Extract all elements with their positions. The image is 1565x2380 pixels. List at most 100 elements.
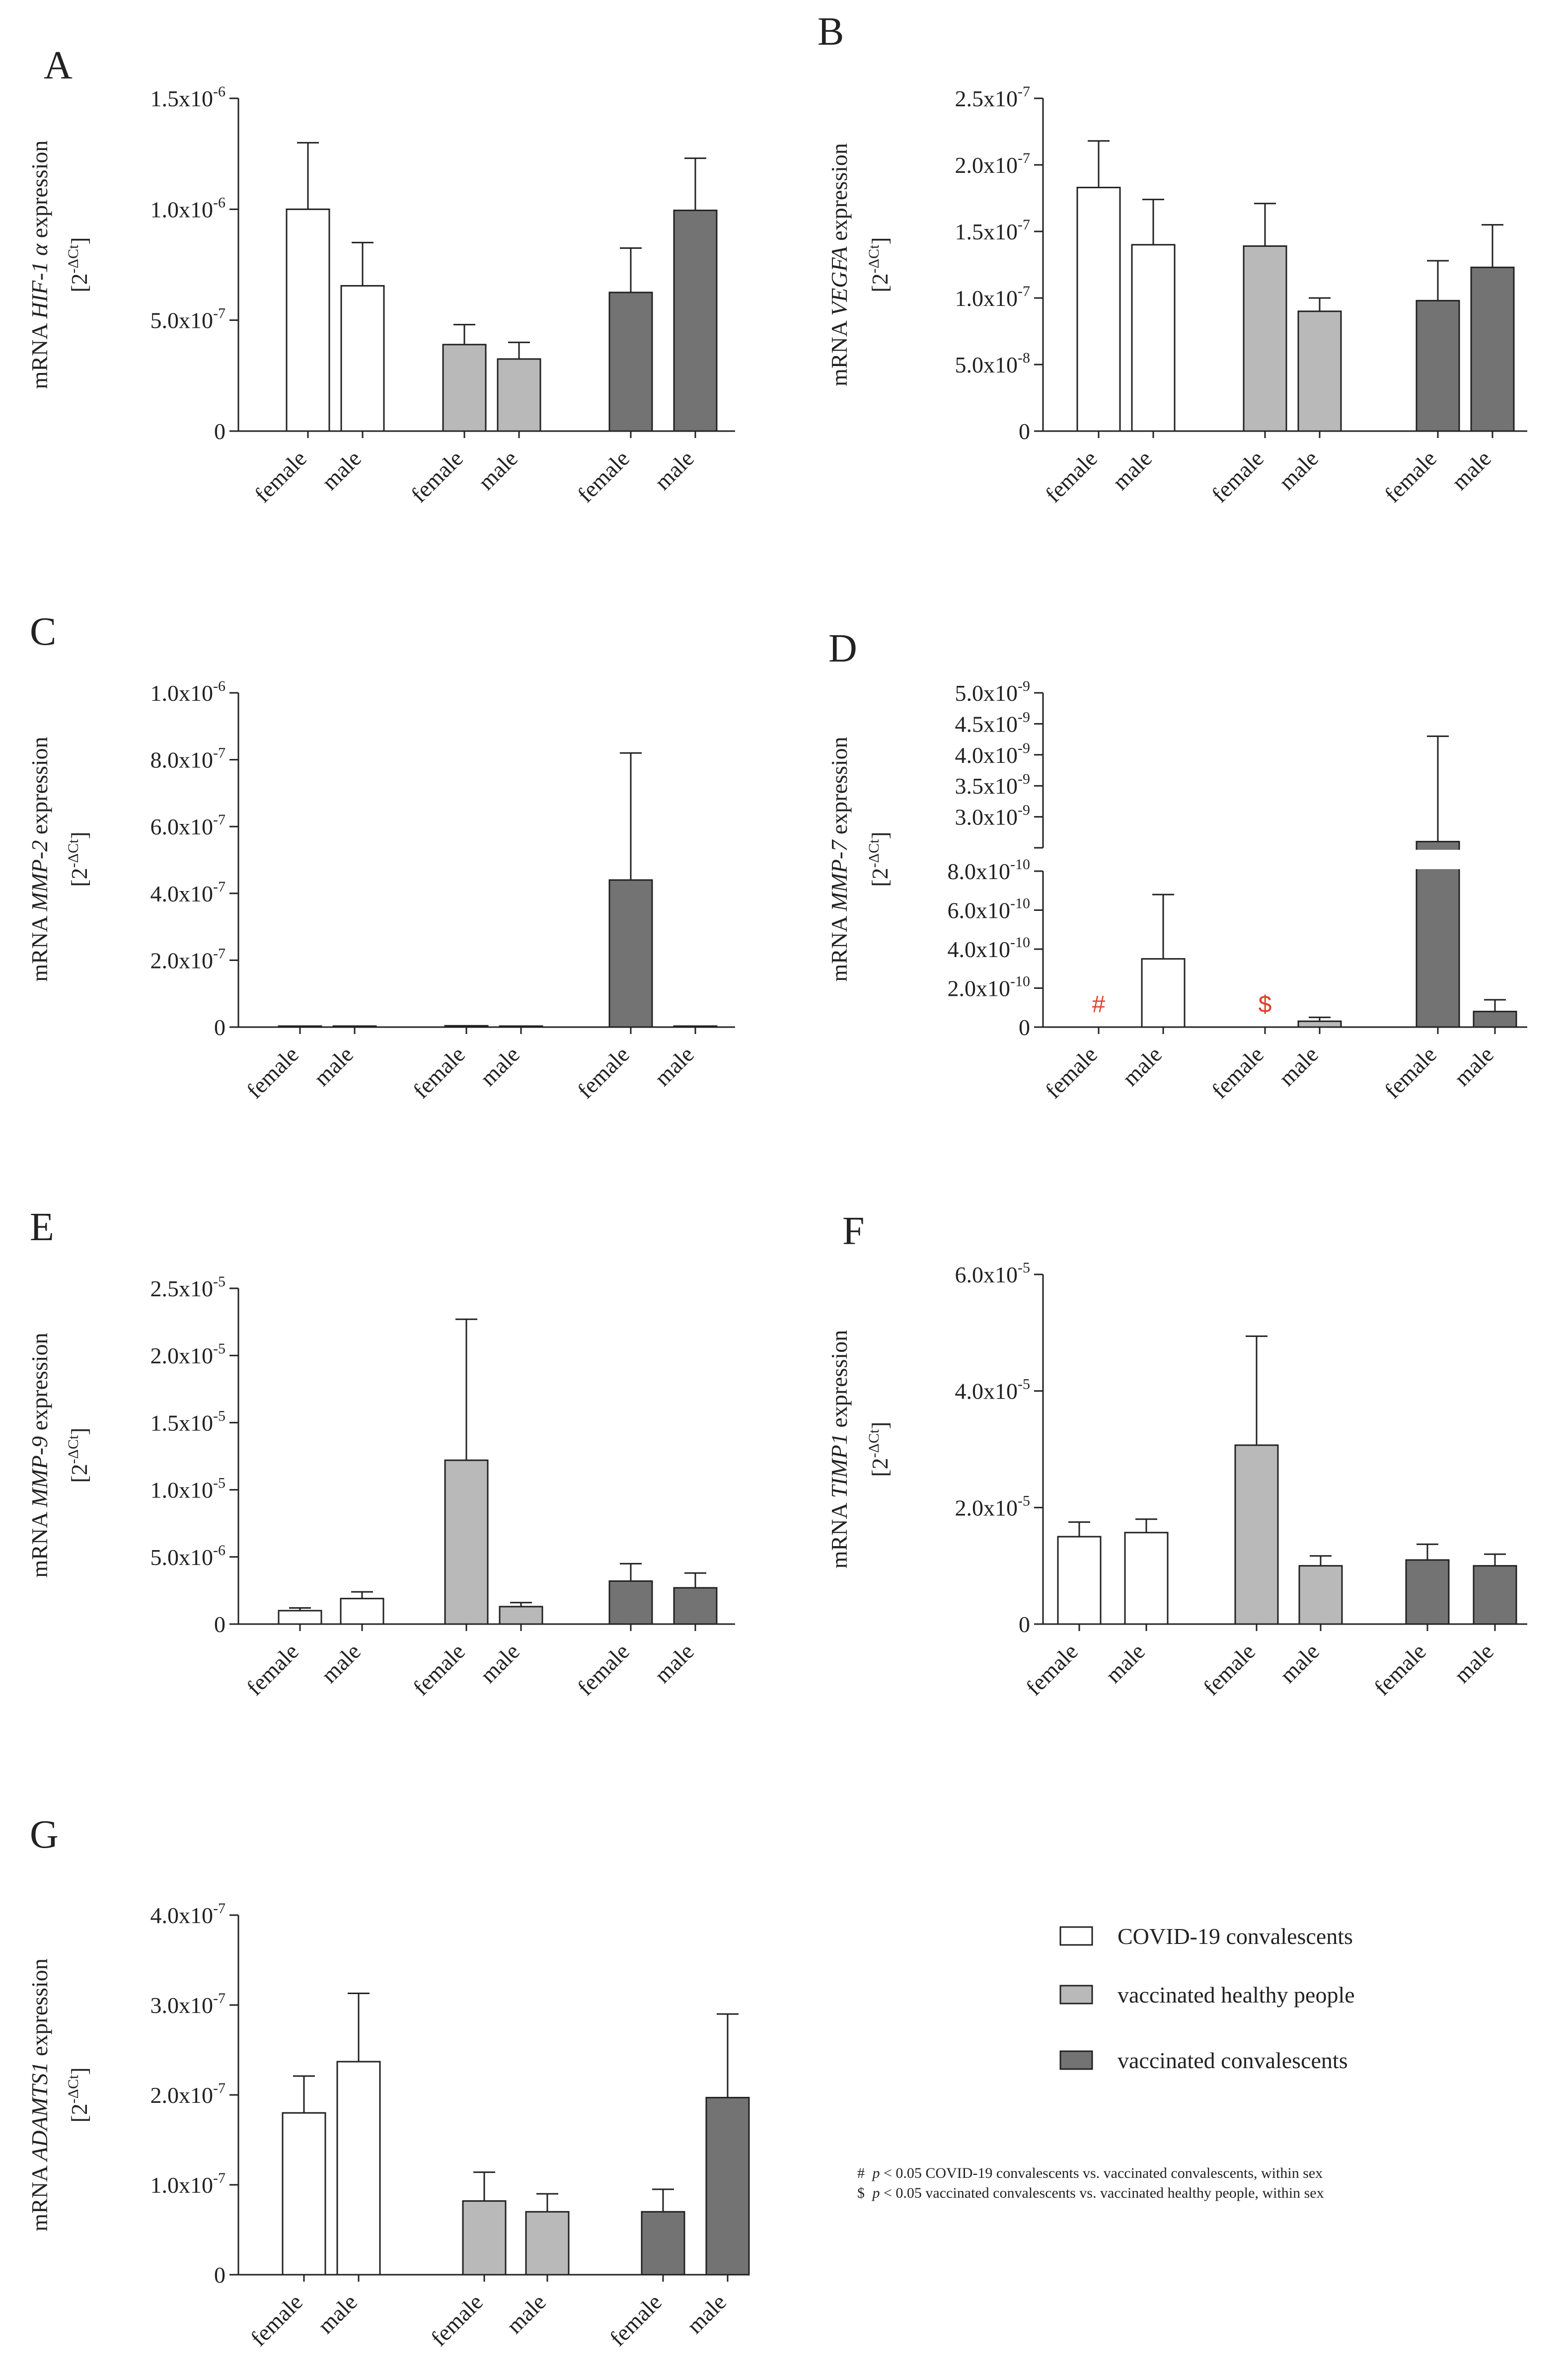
bar bbox=[1298, 1565, 1343, 1625]
y-title-suffix: expression bbox=[27, 737, 52, 840]
y-tick-label: 5.0x10-9 bbox=[955, 678, 1031, 706]
y-tick-mantissa: 1.0x10 bbox=[150, 197, 214, 222]
y-tick-mantissa: 6.0x10 bbox=[955, 1262, 1018, 1287]
y-tick-label: 5.0x10-8 bbox=[955, 350, 1031, 377]
y-tick-label: 3.5x10-9 bbox=[955, 771, 1031, 799]
y-axis-title: mRNA MMP-9 expression bbox=[27, 1333, 52, 1577]
bar bbox=[336, 2061, 381, 2276]
y-tick-exponent: -7 bbox=[213, 812, 225, 828]
panel-letter: F bbox=[842, 1209, 865, 1253]
panel-letter: B bbox=[818, 10, 844, 54]
y-tick-exponent: -5 bbox=[1018, 1376, 1030, 1393]
y-tick-exponent: -10 bbox=[1010, 934, 1030, 951]
x-tick-label: male bbox=[650, 1638, 699, 1688]
bar bbox=[497, 358, 541, 432]
x-tick-label: male bbox=[1274, 1041, 1323, 1091]
y-tick-label: 1.0x10-7 bbox=[955, 283, 1031, 311]
unit-exponent: -ΔCt bbox=[866, 244, 882, 273]
y-tick-label: 0 bbox=[214, 1612, 225, 1637]
unit-exponent: -ΔCt bbox=[866, 839, 882, 868]
bar bbox=[1124, 1532, 1169, 1625]
legend: COVID-19 convalescents vaccinated health… bbox=[1059, 1924, 1355, 2073]
y-axis-title: mRNA TIMP1 expression bbox=[826, 1330, 852, 1568]
y-tick-label: 6.0x10-7 bbox=[150, 812, 226, 839]
y-tick-label: 2.0x10-10 bbox=[948, 973, 1031, 1001]
y-title-gene: MMP-7 bbox=[826, 839, 852, 912]
y-tick-mantissa: 1.0x10 bbox=[955, 286, 1018, 311]
y-tick-mantissa: 0 bbox=[214, 419, 225, 444]
bar bbox=[1297, 310, 1342, 432]
y-title-suffix: expression bbox=[27, 1333, 52, 1436]
x-tick-label: female bbox=[408, 1041, 470, 1104]
unit-bracket: ] bbox=[867, 831, 893, 839]
y-tick-exponent: -5 bbox=[1018, 1492, 1030, 1509]
y-title-prefix: mRNA bbox=[27, 1507, 52, 1578]
y-tick-exponent: -8 bbox=[1018, 350, 1030, 366]
y-axis-unit: [2-ΔCt] bbox=[65, 2067, 92, 2122]
bar bbox=[444, 1459, 489, 1625]
x-tick-label: male bbox=[1108, 446, 1157, 495]
bar bbox=[608, 1580, 653, 1625]
bar-break-gap bbox=[1415, 850, 1461, 869]
panel-letter: D bbox=[828, 627, 857, 670]
panel-letter: G bbox=[30, 1813, 59, 1857]
legend-swatch bbox=[1059, 1926, 1093, 1946]
y-tick-mantissa: 1.5x10 bbox=[150, 86, 214, 111]
y-tick-label: 0 bbox=[214, 1015, 225, 1040]
note-text: < 0.05 vaccinated convalescents vs. vacc… bbox=[884, 2185, 1324, 2201]
y-tick-mantissa: 1.5x10 bbox=[150, 1410, 214, 1435]
y-tick-label: 1.0x10-6 bbox=[150, 194, 226, 222]
x-tick-label: female bbox=[1021, 1638, 1083, 1701]
bar bbox=[1416, 841, 1460, 1028]
unit-exponent: -ΔCt bbox=[65, 1435, 81, 1464]
y-tick-mantissa: 6.0x10 bbox=[948, 898, 1011, 923]
bar bbox=[608, 879, 653, 1028]
y-tick-exponent: -9 bbox=[1018, 740, 1030, 756]
y-tick-label: 2.0x10-5 bbox=[150, 1340, 226, 1368]
x-tick-label: male bbox=[475, 1638, 524, 1688]
bar bbox=[499, 1606, 543, 1625]
y-tick-mantissa: 2.0x10 bbox=[955, 1495, 1018, 1520]
x-tick-label: male bbox=[475, 1041, 524, 1091]
panel-letter: A bbox=[44, 44, 73, 87]
y-tick-label: 8.0x10-7 bbox=[150, 745, 226, 773]
y-tick-label: 6.0x10-10 bbox=[948, 895, 1031, 923]
y-tick-label: 4.5x10-9 bbox=[955, 709, 1031, 737]
y-title-prefix: mRNA bbox=[27, 2161, 52, 2231]
y-title-gene: MMP-2 bbox=[27, 840, 52, 912]
y-tick-mantissa: 4.0x10 bbox=[948, 937, 1011, 962]
bar bbox=[1416, 299, 1460, 432]
x-tick-label: male bbox=[1447, 446, 1496, 495]
y-tick-mantissa: 0 bbox=[214, 2262, 225, 2288]
y-axis-title: mRNA VEGFA expression bbox=[826, 143, 852, 386]
y-title-prefix: mRNA bbox=[826, 1498, 852, 1568]
x-tick-label: male bbox=[316, 1638, 366, 1688]
unit-base: [2 bbox=[67, 273, 92, 292]
y-title-prefix: mRNA bbox=[826, 911, 852, 982]
bar bbox=[1131, 244, 1176, 432]
y-title-gene: VEGFA bbox=[826, 246, 852, 316]
y-tick-mantissa: 2.5x10 bbox=[955, 86, 1018, 111]
y-axis-unit: [2-ΔCt] bbox=[866, 831, 893, 887]
unit-base: [2 bbox=[867, 273, 893, 292]
bar bbox=[1470, 266, 1515, 432]
x-tick-label: male bbox=[1101, 1638, 1150, 1688]
unit-base: [2 bbox=[867, 1458, 893, 1477]
note-p: p bbox=[872, 2165, 880, 2181]
y-tick-exponent: -10 bbox=[1010, 973, 1030, 990]
y-tick-label: 0 bbox=[214, 2262, 225, 2288]
x-tick-label: male bbox=[1274, 446, 1323, 495]
unit-base: [2 bbox=[67, 1464, 92, 1483]
y-tick-label: 1.5x10-7 bbox=[955, 217, 1031, 244]
y-title-gene: HIF-1 α bbox=[27, 243, 52, 319]
y-tick-exponent: -7 bbox=[213, 945, 225, 962]
bar bbox=[1297, 1020, 1342, 1028]
y-title-prefix: mRNA bbox=[826, 316, 852, 386]
y-tick-mantissa: 1.0x10 bbox=[150, 680, 214, 706]
y-tick-mantissa: 0 bbox=[1019, 1612, 1030, 1637]
